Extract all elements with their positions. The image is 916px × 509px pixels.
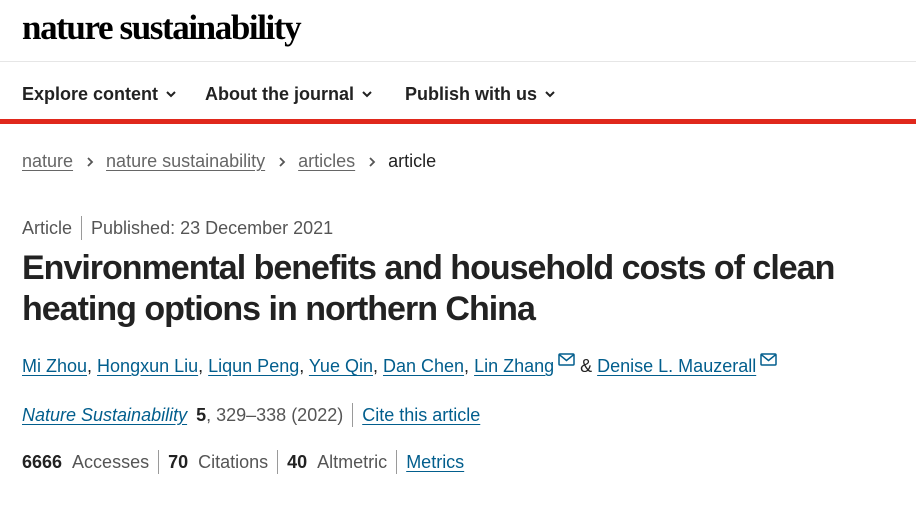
chevron-right-icon bbox=[369, 156, 376, 167]
author-link[interactable]: Liqun Peng bbox=[208, 356, 300, 376]
author-link[interactable]: Denise L. Mauzerall bbox=[597, 356, 757, 376]
email-icon[interactable] bbox=[760, 353, 777, 366]
accesses-count: 6666 bbox=[22, 451, 63, 472]
divider bbox=[396, 450, 398, 474]
article-title: Environmental benefits and household cos… bbox=[22, 249, 835, 328]
journal-logo[interactable]: nature sustainability bbox=[22, 8, 302, 47]
author-link[interactable]: Dan Chen bbox=[382, 356, 465, 376]
nav-label: Publish with us bbox=[405, 83, 538, 104]
breadcrumb-nature[interactable]: nature bbox=[22, 151, 74, 171]
journal-link[interactable]: Nature Sustainability bbox=[22, 404, 188, 425]
citation-line: Nature Sustainability 5 , 329–338 (2022)… bbox=[22, 403, 480, 427]
nav-label: About the journal bbox=[205, 83, 354, 104]
brand-header: nature sustainability bbox=[0, 0, 916, 62]
author-separator: , bbox=[299, 356, 309, 376]
breadcrumb-articles[interactable]: articles bbox=[298, 151, 356, 171]
metrics-bar: 6666 Accesses 70 Citations 40 Altmetric … bbox=[22, 450, 464, 474]
altmetric-label: Altmetric bbox=[317, 451, 388, 472]
breadcrumb: nature nature sustainability articles ar… bbox=[22, 151, 436, 172]
nav-about-journal[interactable]: About the journal bbox=[205, 82, 373, 106]
main-nav: Explore content About the journal Publis… bbox=[0, 62, 916, 124]
metrics-link[interactable]: Metrics bbox=[406, 451, 465, 472]
author-link[interactable]: Mi Zhou bbox=[22, 356, 88, 376]
divider bbox=[158, 450, 160, 474]
citations-count: 70 bbox=[168, 451, 189, 472]
published-date: Published: 23 December 2021 bbox=[91, 217, 334, 238]
author-list: Mi Zhou, Hongxun Liu, Liqun Peng, Yue Qi… bbox=[22, 353, 777, 377]
pages-year: , 329–338 (2022) bbox=[206, 404, 344, 425]
divider bbox=[277, 450, 279, 474]
author-separator: , bbox=[464, 356, 475, 376]
chevron-right-icon bbox=[279, 156, 286, 167]
divider bbox=[81, 216, 83, 240]
volume: 5 bbox=[196, 404, 207, 425]
chevron-down-icon bbox=[362, 91, 372, 98]
author-separator: , bbox=[198, 356, 209, 376]
citations-label: Citations bbox=[198, 451, 269, 472]
author-separator: , bbox=[87, 356, 98, 376]
accesses-label: Accesses bbox=[72, 451, 150, 472]
article-meta: Article Published: 23 December 2021 bbox=[22, 216, 333, 240]
author-separator: & bbox=[575, 356, 598, 376]
altmetric-score: 40 bbox=[287, 451, 308, 472]
chevron-down-icon bbox=[545, 91, 555, 98]
breadcrumb-nature-sustainability[interactable]: nature sustainability bbox=[106, 151, 266, 171]
nav-explore-content[interactable]: Explore content bbox=[22, 82, 177, 106]
divider bbox=[352, 403, 354, 427]
author-link[interactable]: Yue Qin bbox=[308, 356, 373, 376]
nav-publish-with-us[interactable]: Publish with us bbox=[405, 82, 556, 106]
chevron-right-icon bbox=[87, 156, 94, 167]
email-icon[interactable] bbox=[558, 353, 575, 366]
chevron-down-icon bbox=[166, 91, 176, 98]
cite-this-article-link[interactable]: Cite this article bbox=[362, 404, 481, 425]
breadcrumb-current: article bbox=[388, 151, 437, 171]
author-separator: , bbox=[372, 356, 383, 376]
author-link[interactable]: Lin Zhang bbox=[474, 356, 555, 376]
author-link[interactable]: Hongxun Liu bbox=[97, 356, 199, 376]
article-type: Article bbox=[22, 217, 73, 238]
nav-label: Explore content bbox=[22, 83, 159, 104]
